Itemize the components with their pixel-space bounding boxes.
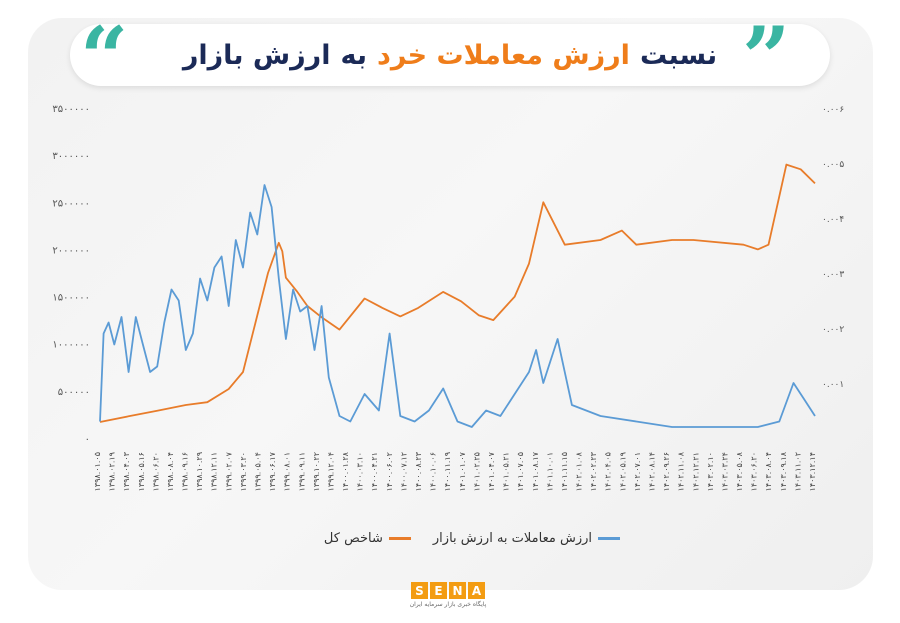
x-tick-label: ۱۴۰۱.۰۸.۱۷ bbox=[531, 451, 540, 491]
left-tick-label: ۳۰۰۰۰۰۰ bbox=[52, 151, 90, 162]
x-tick-label: ۱۴۰۰.۱۱.۱۹ bbox=[443, 452, 452, 491]
left-tick-label: ۲۰۰۰۰۰۰ bbox=[52, 245, 90, 256]
legend-swatch-blue bbox=[598, 536, 620, 540]
logo-subtitle: پایگاه خبری بازار سرمایه ایران bbox=[409, 601, 487, 608]
x-tick-label: ۱۴۰۲.۰۴.۰۵ bbox=[604, 452, 613, 491]
x-tick-label: ۱۴۰۲.۰۵.۱۹ bbox=[618, 452, 627, 491]
x-tick-label: ۱۳۹۸.۰۵.۱۶ bbox=[137, 452, 146, 491]
legend-label-orange: شاخص کل bbox=[323, 530, 383, 546]
x-tick-label: ۱۴۰۲.۰۷.۰۱ bbox=[633, 452, 642, 491]
x-tick-label: ۱۴۰۱.۰۲.۲۵ bbox=[472, 452, 481, 491]
right-tick-label: ۰.۰۰۵ bbox=[822, 160, 844, 170]
x-tick-label: ۱۴۰۰.۰۳.۱۰ bbox=[356, 452, 365, 491]
x-tick-label: ۱۴۰۰.۰۶.۰۲ bbox=[385, 452, 394, 491]
x-tick-label: ۱۴۰۲.۰۱.۰۸ bbox=[575, 451, 584, 491]
sena-logo: S E N A پایگاه خبری بازار سرمایه ایران bbox=[408, 582, 488, 612]
x-tick-label: ۱۴۰۲.۰۸.۱۴ bbox=[647, 452, 656, 491]
right-tick-label: ۰.۰۰۳ bbox=[822, 270, 844, 280]
series-line-ratio bbox=[99, 184, 816, 428]
legend-item-blue: ارزش معاملات به ارزش بازار bbox=[433, 531, 620, 546]
title-word-3: به bbox=[340, 39, 367, 71]
logo-letter: A bbox=[468, 582, 485, 599]
x-tick-label: ۱۴۰۳.۰۶.۲۰ bbox=[750, 452, 759, 491]
x-tick-label: ۱۴۰۳.۰۹.۱۸ bbox=[779, 451, 788, 491]
x-tick-label: ۱۳۹۸.۱۰.۲۹ bbox=[195, 452, 204, 491]
series-lines bbox=[99, 163, 816, 428]
left-tick-label: ۱۰۰۰۰۰۰ bbox=[52, 340, 90, 351]
x-tick-label: ۱۴۰۰.۰۸.۲۳ bbox=[414, 451, 423, 491]
left-tick-label: ۵۰۰۰۰۰ bbox=[58, 387, 90, 398]
x-tick-label: ۱۳۹۸.۰۶.۲۰ bbox=[151, 452, 160, 491]
x-tick-label: ۱۳۹۹.۰۹.۱۱ bbox=[297, 452, 306, 491]
legend: ارزش معاملات به ارزش بازار شاخص کل bbox=[280, 528, 620, 548]
left-tick-label: ۱۵۰۰۰۰۰ bbox=[52, 293, 90, 304]
x-tick-label: ۱۴۰۰.۰۱.۲۸ bbox=[341, 451, 350, 491]
title-word-4: ارزش بازار bbox=[182, 39, 331, 71]
x-tick-label: ۱۴۰۰.۰۴.۲۱ bbox=[370, 452, 379, 491]
series-line-index bbox=[99, 163, 816, 423]
right-axis-ticks: ۰.۰۰۱ ۰.۰۰۲ ۰.۰۰۳ ۰.۰۰۴ ۰.۰۰۵ ۰.۰۰۶ bbox=[822, 105, 844, 390]
x-tick-label: ۱۳۹۹.۰۵.۰۴ bbox=[254, 452, 263, 491]
right-tick-label: ۰.۰۰۴ bbox=[822, 215, 844, 225]
x-tick-label: ۱۴۰۲.۱۱.۰۸ bbox=[677, 451, 686, 491]
logo-letter: S bbox=[411, 582, 428, 599]
x-tick-label: ۱۴۰۱.۰۴.۰۷ bbox=[487, 451, 496, 491]
x-tick-label: ۱۴۰۱.۰۱.۰۷ bbox=[458, 451, 467, 491]
x-tick-label: ۱۴۰۳.۱۱.۰۲ bbox=[793, 452, 802, 491]
x-tick-label: ۱۳۹۹.۰۸.۰۱ bbox=[283, 452, 292, 491]
x-tick-label: ۱۴۰۳.۰۸.۰۴ bbox=[764, 452, 773, 491]
right-tick-label: ۰.۰۰۲ bbox=[822, 325, 844, 335]
x-tick-label: ۱۳۹۹.۰۶.۱۷ bbox=[268, 451, 277, 491]
x-tick-label: ۱۳۹۸.۰۲.۱۹ bbox=[108, 452, 117, 491]
left-tick-label: ۲۵۰۰۰۰۰ bbox=[52, 198, 90, 209]
x-tick-label: ۱۳۹۸.۰۹.۱۶ bbox=[181, 452, 190, 491]
left-tick-label: ۳۵۰۰۰۰۰ bbox=[52, 104, 90, 115]
quote-close-icon: ” bbox=[742, 8, 791, 107]
quote-open-icon: “ bbox=[80, 8, 129, 107]
legend-swatch-orange bbox=[388, 536, 411, 540]
right-tick-label: ۰.۰۰۱ bbox=[822, 380, 844, 390]
x-tick-label: ۱۴۰۰.۰۷.۱۲ bbox=[399, 452, 408, 491]
x-tick-label: ۱۳۹۸.۰۴.۰۳ bbox=[122, 451, 131, 491]
x-tick-label: ۱۴۰۳.۰۳.۲۴ bbox=[720, 452, 729, 491]
x-tick-label: ۱۴۰۲.۱۲.۲۱ bbox=[691, 452, 700, 491]
x-tick-label: ۱۳۹۸.۰۱.۰۵ bbox=[93, 452, 102, 491]
x-tick-label: ۱۴۰۳.۱۲.۱۴ bbox=[808, 452, 817, 491]
x-tick-label: ۱۴۰۱.۰۵.۲۱ bbox=[502, 452, 511, 491]
left-tick-label: ۰ bbox=[85, 434, 90, 445]
legend-item-orange: شاخص کل bbox=[324, 531, 411, 546]
left-axis-ticks: ۰ ۵۰۰۰۰۰ ۱۰۰۰۰۰۰ ۱۵۰۰۰۰۰ ۲۰۰۰۰۰۰ ۲۵۰۰۰۰۰ ۳۰۰۰۰… bbox=[52, 104, 90, 445]
x-tick-label: ۱۴۰۱.۰۷.۰۵ bbox=[516, 452, 525, 491]
logo-letter: E bbox=[430, 582, 447, 599]
x-tick-label: ۱۴۰۲.۰۹.۲۶ bbox=[662, 452, 671, 491]
x-tick-label: ۱۳۹۸.۰۸.۰۴ bbox=[166, 452, 175, 491]
title-word-1: نسبت bbox=[639, 39, 718, 71]
x-tick-label: ۱۳۹۹.۰۲.۰۷ bbox=[224, 451, 233, 491]
x-tick-label: ۱۴۰۳.۰۵.۰۸ bbox=[735, 451, 744, 491]
legend-label-blue: ارزش معاملات به ارزش بازار bbox=[432, 530, 592, 546]
chart-title: نسبت ارزش معاملات خرد به ارزش بازار bbox=[70, 24, 830, 86]
x-tick-label: ۱۴۰۱.۱۱.۱۵ bbox=[560, 452, 569, 491]
x-tick-label: ۱۴۰۲.۰۲.۲۳ bbox=[589, 451, 598, 491]
x-axis-ticks: ۱۳۹۸.۰۱.۰۵ ۱۳۹۸.۰۲.۱۹ ۱۳۹۸.۰۴.۰۳ ۱۳۹۸.۰۵.۱۶… bbox=[93, 451, 817, 491]
logo-letter: N bbox=[449, 582, 466, 599]
x-tick-label: ۱۳۹۹.۱۰.۲۲ bbox=[312, 452, 321, 491]
x-tick-label: ۱۳۹۸.۱۲.۱۱ bbox=[210, 452, 219, 491]
x-tick-label: ۱۳۹۹.۰۳.۲۰ bbox=[239, 452, 248, 491]
x-tick-label: ۱۴۰۱.۱۰.۰۱ bbox=[545, 452, 554, 491]
x-tick-label: ۱۳۹۹.۱۲.۰۴ bbox=[326, 452, 335, 491]
title-word-2: ارزش معاملات خرد bbox=[376, 39, 630, 71]
x-tick-label: ۱۴۰۰.۱۰.۰۶ bbox=[429, 452, 438, 491]
x-tick-label: ۱۴۰۳.۰۲.۱۰ bbox=[706, 452, 715, 491]
title-banner bbox=[70, 24, 830, 86]
right-tick-label: ۰.۰۰۶ bbox=[822, 105, 844, 115]
